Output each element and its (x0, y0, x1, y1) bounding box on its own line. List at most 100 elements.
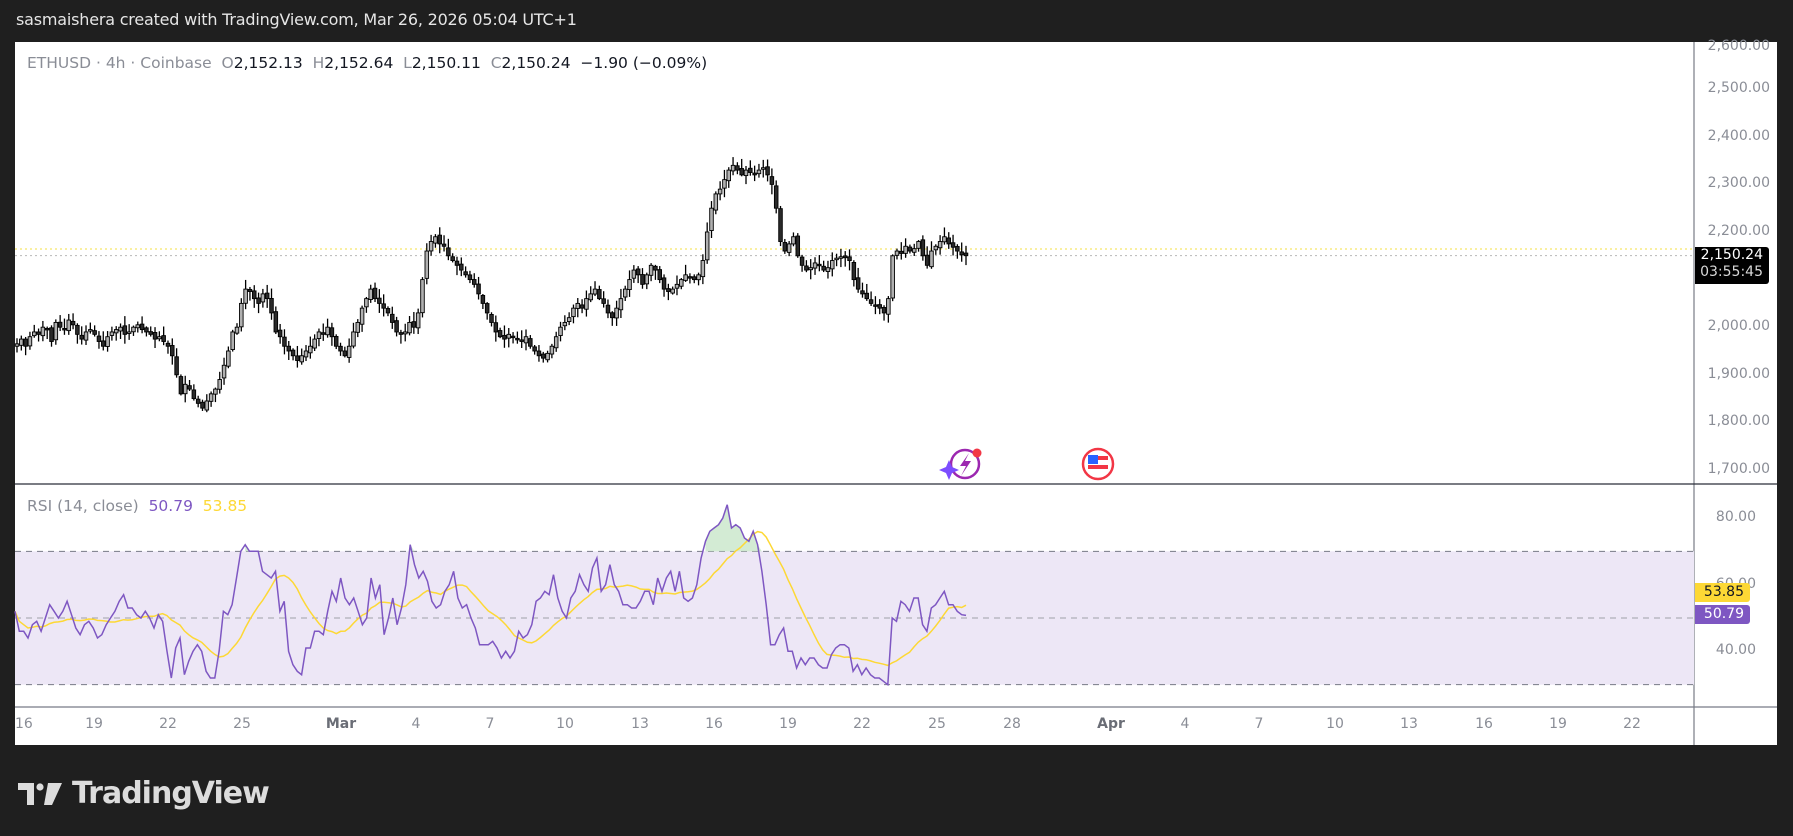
candle (66, 319, 72, 332)
candle (899, 250, 904, 254)
candle (601, 298, 606, 304)
candle (502, 334, 507, 340)
candle (247, 288, 253, 292)
candle (808, 267, 813, 271)
candle (834, 257, 839, 261)
time-tick: 13 (631, 716, 649, 732)
candle (70, 320, 76, 326)
candle (713, 193, 719, 211)
candle (847, 256, 852, 262)
candle (118, 326, 123, 332)
candle (946, 237, 951, 245)
candle (467, 274, 473, 281)
candle (243, 288, 248, 304)
candle (696, 274, 701, 281)
symbol-legend[interactable]: ETHUSD · 4h · Coinbase O2,152.13 H2,152.… (27, 54, 707, 72)
time-tick: 16 (1475, 716, 1493, 732)
candle (752, 172, 757, 176)
candle (174, 356, 179, 376)
tradingview-logo[interactable]: TradingView (18, 776, 270, 811)
candle (812, 262, 818, 269)
candle (911, 248, 917, 253)
candle (424, 250, 430, 279)
candle (933, 245, 939, 251)
candle (838, 256, 844, 259)
candle (584, 298, 589, 310)
candle (821, 265, 826, 271)
candle (795, 235, 801, 257)
candle (726, 169, 732, 182)
candle (704, 231, 710, 261)
candle (32, 331, 37, 337)
candle (622, 288, 628, 298)
candle (661, 277, 667, 290)
candle (881, 307, 887, 314)
candle (36, 331, 41, 335)
candle (273, 311, 279, 333)
candle (221, 364, 227, 379)
symbol-info[interactable]: ETHUSD · 4h · Coinbase (27, 54, 212, 72)
rsi-line (14, 504, 967, 687)
candle (627, 279, 632, 291)
candle (321, 332, 326, 335)
candle (860, 290, 865, 295)
time-tick: 16 (705, 716, 723, 732)
candle (312, 338, 317, 349)
candle (165, 342, 171, 347)
time-tick: 7 (1254, 716, 1264, 732)
candle (497, 330, 503, 338)
candle (109, 331, 115, 336)
logo-text: TradingView (72, 776, 270, 811)
candle (295, 355, 300, 361)
candle (208, 393, 214, 402)
candle (308, 345, 313, 354)
candle (131, 326, 136, 333)
time-tick: 4 (1180, 716, 1190, 732)
candle (571, 307, 576, 318)
candle (955, 246, 960, 252)
time-tick: 13 (1400, 716, 1418, 732)
time-tick: 25 (928, 716, 946, 732)
candle (773, 185, 779, 209)
candle (717, 188, 723, 195)
rsi-legend[interactable]: RSI (14, close) 50.79 53.85 (27, 497, 247, 515)
candle (765, 166, 770, 176)
candle (842, 255, 848, 259)
candle (105, 336, 110, 347)
candle (23, 338, 28, 347)
time-tick: 10 (556, 716, 574, 732)
time-tick: 19 (1549, 716, 1567, 732)
candle (739, 168, 744, 176)
price-tick: 1,900.00 (1707, 365, 1770, 382)
rsi-ma-value: 53.85 (202, 497, 248, 515)
candle (830, 260, 835, 270)
candle (402, 331, 408, 335)
candle (700, 260, 706, 278)
candle (277, 329, 283, 338)
change-value: −1.90 (−0.09%) (580, 54, 708, 72)
candle (610, 312, 615, 319)
low-value: 2,150.11 (411, 54, 481, 72)
candle (157, 336, 162, 340)
last-price: 2,150.24 (1700, 247, 1763, 263)
candle (122, 325, 128, 335)
high-label: H (312, 54, 325, 72)
time-tick: 22 (159, 716, 177, 732)
candle (545, 352, 550, 361)
candle (394, 320, 399, 333)
rsi-tick: 40.00 (1715, 642, 1756, 659)
candle (213, 388, 218, 395)
candle (873, 304, 878, 307)
candle (390, 313, 395, 323)
candle (506, 333, 512, 339)
rsi-title[interactable]: RSI (14, close) (27, 497, 139, 515)
candle (79, 334, 84, 340)
candle (579, 304, 585, 309)
candle (605, 304, 611, 314)
candle (618, 298, 624, 311)
price-tick: 2,000.00 (1707, 318, 1770, 335)
time-tick: 19 (85, 716, 103, 732)
overbought-fill (245, 504, 762, 552)
time-tick: Mar (325, 716, 357, 732)
